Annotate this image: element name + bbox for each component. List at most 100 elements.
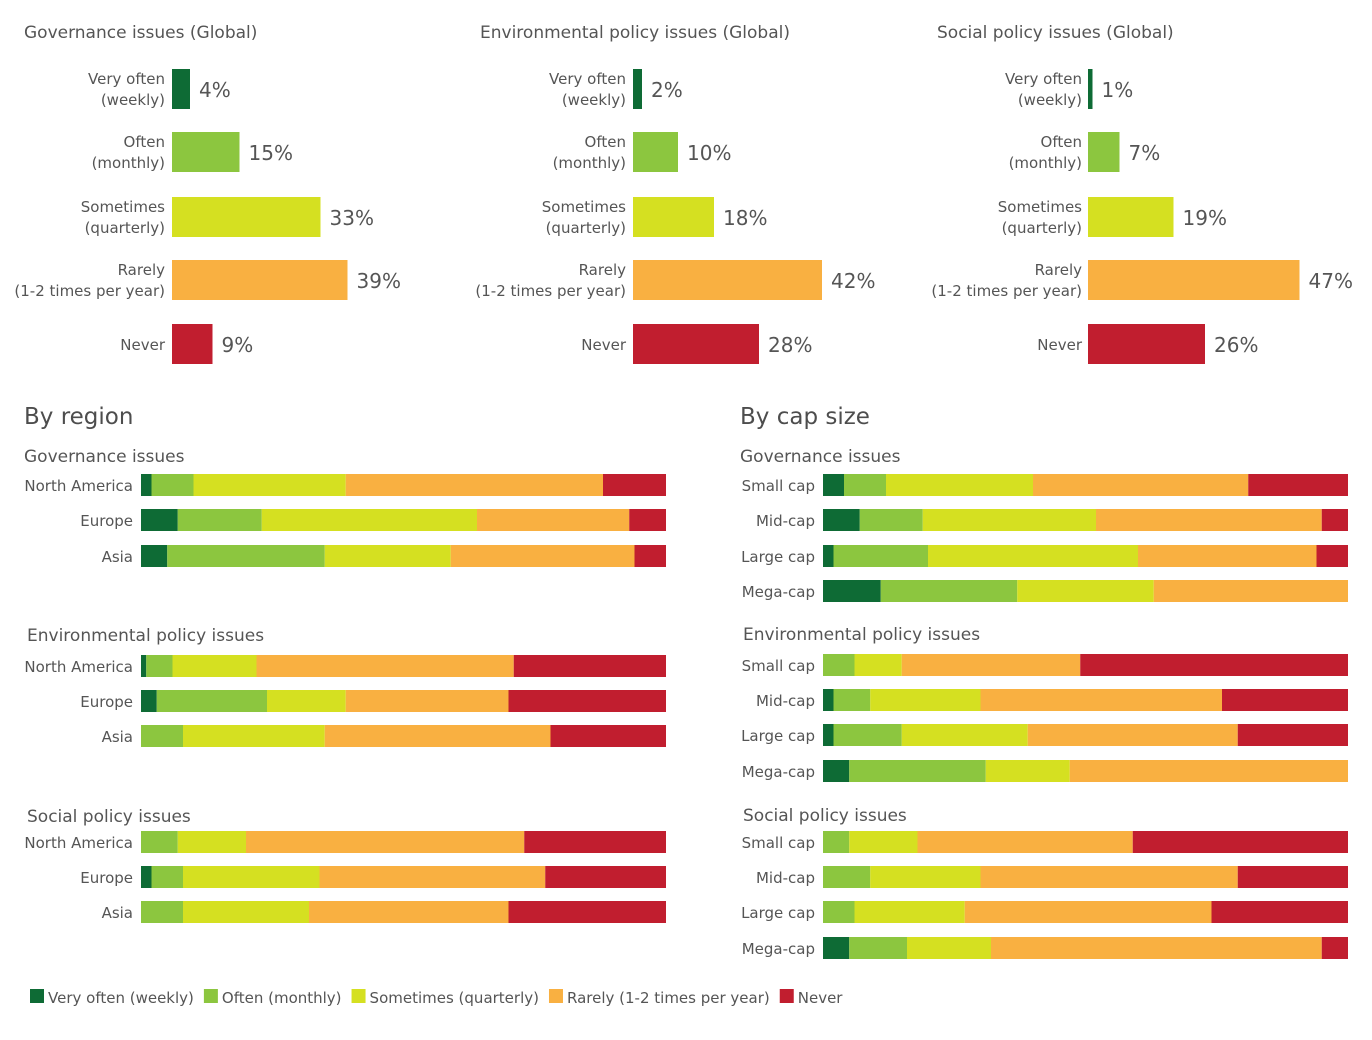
category-label: (weekly) bbox=[101, 91, 165, 109]
bar-segment bbox=[151, 474, 194, 496]
category-label: Large cap bbox=[741, 548, 815, 566]
bar-segment bbox=[1153, 580, 1348, 602]
bar-segment bbox=[901, 724, 1028, 746]
legend-swatch bbox=[548, 989, 563, 1003]
bar-segment bbox=[141, 509, 178, 531]
category-label: (1-2 times per year) bbox=[14, 282, 165, 300]
legend-swatch bbox=[351, 989, 366, 1003]
group-subtitle: Governance issues bbox=[24, 447, 185, 467]
bar-segment bbox=[246, 831, 525, 853]
bar-segment bbox=[183, 866, 320, 888]
chart-title: Social policy issues (Global) bbox=[937, 23, 1174, 43]
data-label: 2% bbox=[651, 78, 683, 102]
category-label: Large cap bbox=[741, 904, 815, 922]
bar-segment bbox=[141, 725, 183, 747]
category-label: Asia bbox=[102, 728, 133, 746]
bar-segment bbox=[1033, 474, 1249, 496]
category-label: Often bbox=[1041, 133, 1082, 151]
bar-segment bbox=[508, 690, 666, 712]
category-label: Asia bbox=[102, 904, 133, 922]
bar-segment bbox=[1237, 724, 1348, 746]
category-label: Sometimes bbox=[542, 198, 626, 216]
bar bbox=[633, 132, 678, 172]
bar-segment bbox=[823, 901, 855, 923]
bar-segment bbox=[1321, 937, 1348, 959]
bar-segment bbox=[870, 689, 981, 711]
bar-segment bbox=[823, 545, 834, 567]
legend-label: Often (monthly) bbox=[222, 989, 342, 1007]
bar-segment bbox=[823, 580, 881, 602]
bar-segment bbox=[928, 545, 1138, 567]
bar-segment bbox=[844, 474, 886, 496]
bar bbox=[633, 324, 759, 364]
category-label: Europe bbox=[80, 512, 133, 530]
category-label: Small cap bbox=[742, 477, 815, 495]
bar bbox=[1088, 324, 1205, 364]
bar-segment bbox=[1316, 545, 1348, 567]
legend-swatch bbox=[779, 989, 794, 1003]
panel-title: By region bbox=[24, 404, 133, 430]
category-label: Mid-cap bbox=[756, 692, 815, 710]
category-label: North America bbox=[24, 477, 133, 495]
category-label: (monthly) bbox=[1009, 154, 1082, 172]
bar-segment bbox=[964, 901, 1212, 923]
category-label: Very often bbox=[88, 70, 165, 88]
bar-segment bbox=[1069, 760, 1348, 782]
bar-segment bbox=[141, 655, 147, 677]
bar bbox=[172, 260, 348, 300]
data-label: 9% bbox=[222, 333, 254, 357]
bar-segment bbox=[141, 545, 168, 567]
bar-segment bbox=[823, 760, 850, 782]
category-label: Mid-cap bbox=[756, 512, 815, 530]
bar-segment bbox=[886, 474, 1033, 496]
category-label: Mid-cap bbox=[756, 869, 815, 887]
category-label: Rarely bbox=[1035, 261, 1083, 279]
bar-segment bbox=[833, 545, 928, 567]
bar-segment bbox=[823, 509, 860, 531]
category-label: Small cap bbox=[742, 657, 815, 675]
bar-segment bbox=[183, 725, 325, 747]
category-label: (monthly) bbox=[553, 154, 626, 172]
bar-segment bbox=[603, 474, 666, 496]
chart-title: Governance issues (Global) bbox=[24, 23, 257, 43]
bar-segment bbox=[1138, 545, 1317, 567]
group-subtitle: Social policy issues bbox=[743, 806, 907, 826]
bar bbox=[1088, 132, 1120, 172]
legend-label: Rarely (1-2 times per year) bbox=[567, 989, 770, 1007]
bar-segment bbox=[324, 545, 451, 567]
bar-segment bbox=[345, 474, 603, 496]
category-label: Very often bbox=[1005, 70, 1082, 88]
category-label: Often bbox=[585, 133, 626, 151]
legend-swatch bbox=[30, 989, 44, 1003]
bar-segment bbox=[172, 655, 257, 677]
category-label: Small cap bbox=[742, 834, 815, 852]
category-label: Mega-cap bbox=[742, 940, 815, 958]
data-label: 15% bbox=[249, 141, 293, 165]
category-label: Very often bbox=[549, 70, 626, 88]
bar-segment bbox=[823, 724, 834, 746]
legend-swatch bbox=[203, 989, 218, 1003]
bar-segment bbox=[156, 690, 267, 712]
data-label: 42% bbox=[831, 269, 875, 293]
bar-segment bbox=[309, 901, 509, 923]
group-subtitle: Environmental policy issues bbox=[27, 626, 264, 646]
bar-segment bbox=[319, 866, 546, 888]
bar-segment bbox=[141, 901, 183, 923]
bar-segment bbox=[634, 545, 666, 567]
category-label: North America bbox=[24, 834, 133, 852]
bar-segment bbox=[167, 545, 325, 567]
category-label: (weekly) bbox=[562, 91, 626, 109]
category-label: Never bbox=[120, 336, 166, 354]
bar-segment bbox=[1222, 689, 1348, 711]
bar-segment bbox=[629, 509, 666, 531]
data-label: 7% bbox=[1129, 141, 1161, 165]
bar-segment bbox=[823, 654, 855, 676]
bar-segment bbox=[1248, 474, 1348, 496]
category-label: Rarely bbox=[118, 261, 166, 279]
bar-segment bbox=[324, 725, 551, 747]
category-label: Mega-cap bbox=[742, 583, 815, 601]
category-label: (weekly) bbox=[1018, 91, 1082, 109]
bar-segment bbox=[261, 509, 477, 531]
